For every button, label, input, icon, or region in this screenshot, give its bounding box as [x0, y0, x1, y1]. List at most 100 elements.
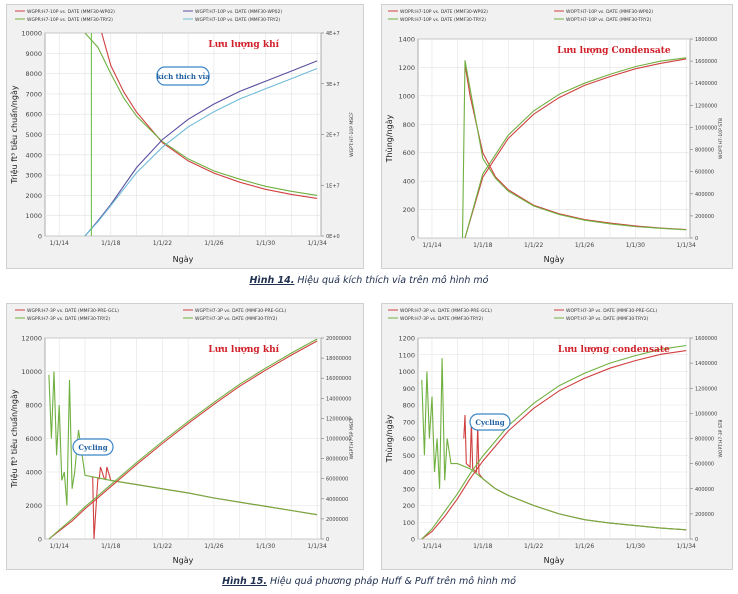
y2-axis-label: WOPT:H7-3P STB	[718, 419, 724, 457]
y-tick-label: 500	[403, 452, 415, 460]
y-tick-label: 4000	[25, 469, 42, 477]
y2-tick-label: 1400000	[695, 361, 717, 367]
y2-tick-label: 800000	[695, 148, 714, 154]
annotation-text: kích thích vỉa	[156, 72, 210, 81]
y-tick-label: 900	[403, 385, 415, 393]
y-tick-label: 1200	[398, 64, 415, 72]
x-axis-label: Ngày	[544, 255, 565, 264]
y2-tick-label: 1200000	[695, 103, 717, 109]
y-tick-label: 200	[403, 206, 415, 214]
series-line	[101, 32, 318, 199]
series-line	[421, 358, 687, 531]
y2-tick-label: 4000000	[326, 497, 348, 503]
legend-entry: WGPR:H7-3P vs. DATE (MMF30-TRY2)	[27, 316, 110, 322]
y2-tick-label: 20000000	[326, 336, 351, 342]
y-tick-label: 3000	[25, 172, 42, 180]
legend-entry: WGPR:H7-10P vs. DATE (MMF30-TRY2)	[27, 17, 113, 23]
legend-entry: WOPR:H7-3P vs. DATE (MMF30-PRE-GCL)	[400, 308, 492, 314]
x-tick-label: 1/1/18	[473, 543, 492, 550]
legend-entry: WGPT:H7-10P vs. DATE (MMF30-WP02)	[195, 9, 282, 15]
y-tick-label: 700	[403, 418, 415, 426]
y2-axis-label: WGPT:H7-3P MSCF	[349, 417, 355, 459]
y2-tick-label: 0	[695, 236, 698, 242]
x-tick-label: 1/1/26	[575, 242, 594, 249]
y-tick-label: 0	[38, 233, 42, 241]
y2-tick-label: 2E+7	[326, 133, 340, 139]
y-tick-label: 1400	[398, 36, 415, 44]
chart-title: Lưu lượng khí	[208, 344, 279, 355]
chart-panel-condensate-stimulation: 0 200 400 600 800 1000 1200 1400 0 200000 400000 60…	[381, 4, 733, 269]
y2-tick-label: 1E+7	[326, 183, 340, 189]
legend-entry: WGPT:H7-3P vs. DATE (MMF30-TRY2)	[195, 316, 278, 322]
y-tick-label: 800	[403, 121, 415, 129]
chart-panel-gas-huffpuff: 0 2000 4000 6000 8000 10000 12000 0 2000000 40000…	[6, 303, 364, 570]
y2-tick-label: 200000	[695, 214, 714, 220]
y2-tick-label: 14000000	[326, 396, 351, 402]
legend-entry: WOPR:H7-3P vs. DATE (MMF30-TRY2)	[400, 316, 483, 322]
y2-tick-label: 800000	[695, 437, 714, 443]
figure-caption-14: Hình 14. Hiệu quả kích thích vỉa trên mô…	[249, 275, 489, 286]
series-line	[48, 340, 318, 540]
y-tick-label: 2000	[25, 192, 42, 200]
y-axis-label: Triệu ft³ tiêu chuẩn/ngày	[9, 389, 19, 488]
series-line	[48, 338, 318, 540]
x-tick-label: 1/1/22	[524, 543, 543, 550]
y2-tick-label: 10000000	[326, 437, 351, 443]
legend-entry: WOPT:H7-10P vs. DATE (MMF30-WP02)	[566, 9, 653, 15]
x-tick-label: 1/1/14	[422, 543, 441, 550]
y-tick-label: 8000	[25, 402, 42, 410]
y-tick-label: 7000	[25, 90, 42, 98]
annotation-text: Cycling	[475, 418, 504, 427]
y2-tick-label: 600000	[695, 462, 714, 468]
x-tick-label: 1/1/30	[626, 242, 645, 249]
y-axis-label: Triệu ft³ tiêu chuẩn/ngày	[9, 85, 19, 184]
y-tick-label: 10000	[21, 368, 42, 376]
y2-tick-label: 1000000	[695, 411, 717, 417]
annotation-text: Cycling	[78, 443, 107, 452]
y2-tick-label: 4E+7	[326, 31, 340, 37]
x-tick-label: 1/1/18	[101, 240, 120, 247]
x-tick-label: 1/1/18	[473, 242, 492, 249]
y-tick-label: 300	[403, 485, 415, 493]
y-tick-label: 0	[38, 536, 42, 544]
y-tick-label: 9000	[25, 50, 42, 58]
y-tick-label: 0	[411, 235, 415, 243]
chart-svg: 0 200 400 600 800 1000 1200 1400 0 200000 400000 60…	[385, 9, 724, 264]
y2-tick-label: 0	[695, 537, 698, 543]
legend-entry: WOPT:H7-3P vs. DATE (MMF30-PRE-GCL)	[566, 308, 657, 314]
y-tick-label: 12000	[21, 335, 42, 343]
x-tick-label: 1/1/30	[626, 543, 645, 550]
x-axis-label: Ngày	[544, 556, 565, 565]
legend-entry: WOPT:H7-3P vs. DATE (MMF30-TRY2)	[566, 316, 649, 322]
y2-axis-label: WOPT:H7-10P STB	[718, 118, 724, 159]
y2-tick-label: 1400000	[695, 81, 717, 87]
x-axis-label: Ngày	[173, 255, 194, 264]
x-tick-label: 1/1/30	[256, 240, 275, 247]
y-tick-label: 800	[403, 402, 415, 410]
chart-panel-condensate-huffpuff: 0 100 200 300 400 500 600 700 800 900 1000 1100 1200…	[381, 303, 733, 570]
x-tick-label: 1/1/22	[153, 240, 172, 247]
y-tick-label: 600	[403, 435, 415, 443]
y-axis-label: Thùng/ngày	[385, 414, 394, 463]
y2-tick-label: 1800000	[695, 37, 717, 43]
y-tick-label: 6000	[25, 111, 42, 119]
chart-svg: 0 100 200 300 400 500 600 700 800 900 1000 1100 1200…	[385, 308, 724, 565]
x-tick-label: 1/1/14	[422, 242, 441, 249]
y2-tick-label: 200000	[695, 512, 714, 518]
x-tick-label: 1/1/18	[101, 543, 120, 550]
x-tick-label: 1/1/34	[307, 240, 326, 247]
y-tick-label: 1100	[398, 351, 415, 359]
y-tick-label: 10000	[21, 30, 42, 38]
y2-tick-label: 400000	[695, 487, 714, 493]
y2-tick-label: 0	[326, 537, 329, 543]
y-tick-label: 5000	[25, 131, 42, 139]
y-tick-label: 2000	[25, 502, 42, 510]
y2-tick-label: 1000000	[695, 125, 717, 131]
y2-tick-label: 12000000	[326, 416, 351, 422]
legend-entry: WOPR:H7-10P vs. DATE (MMF30-TRY2)	[400, 17, 486, 23]
y-tick-label: 400	[403, 178, 415, 186]
x-tick-label: 1/1/22	[524, 242, 543, 249]
chart-panel-gas-stimulation: 0 1000 2000 3000 4000 5000 6000 7000 8000 9000 100…	[6, 4, 364, 269]
series-line	[421, 344, 687, 540]
series-line	[84, 60, 318, 237]
